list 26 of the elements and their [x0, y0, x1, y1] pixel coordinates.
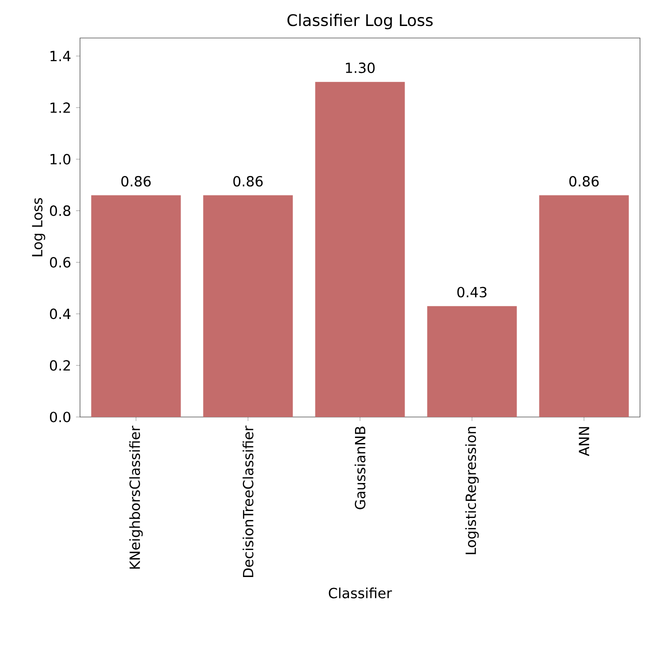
data-label: 0.43: [457, 286, 486, 298]
y-tick-label: 0.4: [50, 308, 70, 320]
bar: [539, 195, 629, 417]
y-tick-label: 0.2: [50, 360, 70, 371]
x-tick-label: GaussianNB: [354, 426, 366, 510]
y-axis-title: Log Loss: [32, 198, 46, 256]
chart-title: Classifier Log Loss: [287, 14, 433, 30]
y-tick-label: 0.6: [50, 257, 70, 268]
y-tick-label: 0.8: [50, 205, 70, 216]
x-axis-title: Classifier: [328, 588, 392, 598]
y-tick-label: 0.0: [50, 412, 70, 422]
bar: [203, 195, 293, 417]
y-tick-label: 1.0: [50, 154, 70, 164]
bar: [315, 82, 405, 417]
data-label: 1.30: [346, 62, 375, 74]
x-tick-label: KNeighborsClassifier: [129, 426, 143, 569]
x-tick-label: DecisionTreeClassifier: [242, 426, 254, 577]
data-label: 0.86: [121, 176, 151, 187]
x-tick-label: ANN: [578, 427, 590, 456]
data-label: 0.86: [233, 176, 263, 187]
x-tick-label: LogisticRegression: [465, 426, 479, 554]
data-label: 0.86: [569, 176, 599, 187]
y-tick-label: 1.4: [50, 50, 70, 62]
y-tick-label: 1.2: [50, 102, 70, 113]
bar: [427, 306, 517, 417]
bar: [91, 195, 181, 417]
